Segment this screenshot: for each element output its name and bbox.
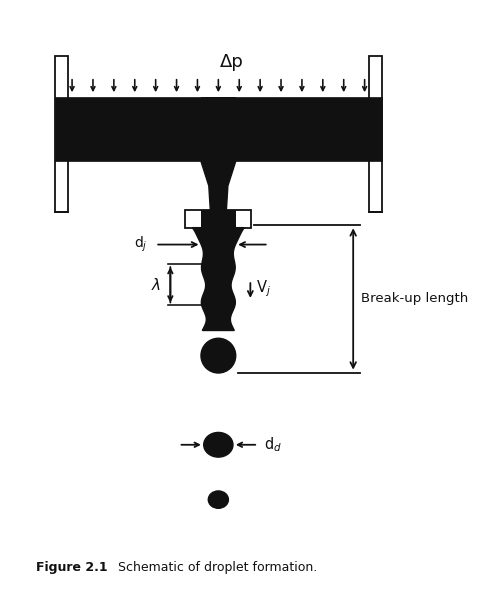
Bar <box>201 97 236 161</box>
Ellipse shape <box>208 491 228 508</box>
Text: Break-up length: Break-up length <box>362 293 469 306</box>
Bar <box>201 210 236 227</box>
Text: $\lambda$: $\lambda$ <box>151 277 161 293</box>
Text: Δp: Δp <box>220 53 244 70</box>
Text: Figure 2.1: Figure 2.1 <box>35 561 107 574</box>
Polygon shape <box>192 227 244 331</box>
Bar <box>185 210 251 227</box>
Text: d$_d$: d$_d$ <box>264 435 281 454</box>
Ellipse shape <box>204 432 233 457</box>
Circle shape <box>201 338 236 373</box>
Text: d$_j$: d$_j$ <box>134 235 148 254</box>
Bar <box>55 97 382 161</box>
Polygon shape <box>201 161 236 227</box>
Bar <box>55 56 67 212</box>
Text: Schematic of droplet formation.: Schematic of droplet formation. <box>118 561 317 574</box>
Text: V$_j$: V$_j$ <box>256 278 271 298</box>
Bar <box>369 56 382 212</box>
